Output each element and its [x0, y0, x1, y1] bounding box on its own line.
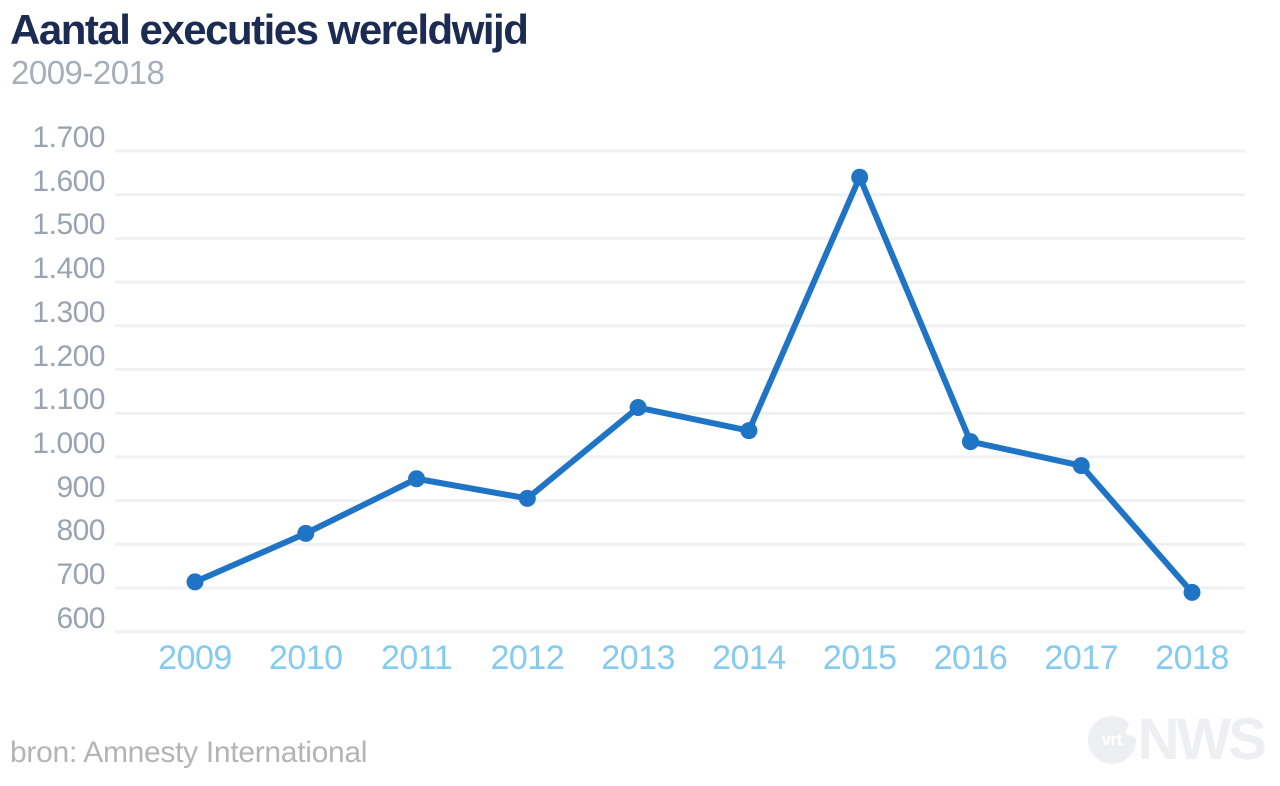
y-axis-tick-label: 1.700 [32, 121, 105, 154]
y-axis-tick-label: 1.500 [32, 208, 105, 242]
y-axis-tick-label: 700 [56, 558, 105, 591]
data-point-2012 [518, 489, 536, 507]
x-axis-tick-label: 2014 [712, 639, 786, 677]
y-axis-tick-label: 1.600 [32, 164, 105, 198]
data-point-2011 [408, 470, 426, 488]
vrt-logo-text: vrt [1101, 730, 1123, 749]
y-axis-tick-label: 1.000 [32, 426, 105, 460]
data-point-2013 [629, 399, 647, 417]
x-axis-tick-label: 2015 [822, 639, 897, 677]
y-axis-tick-label: 1.100 [32, 383, 105, 417]
vrt-nws-logo: vrt NWS [1087, 707, 1267, 772]
x-axis-tick-label: 2010 [268, 639, 343, 677]
y-axis-tick-label: 900 [56, 470, 105, 504]
x-axis-tick-label: 2009 [158, 639, 232, 677]
x-axis-tick-label: 2011 [380, 639, 453, 677]
data-point-2017 [1072, 457, 1090, 475]
y-axis-tick-label: 1.400 [32, 252, 105, 286]
x-axis-tick-label: 2012 [490, 639, 565, 677]
nws-logo-text: NWS [1137, 707, 1267, 772]
data-point-2014 [740, 422, 758, 440]
x-axis-tick-label: 2018 [1155, 639, 1229, 677]
page-subtitle: 2009-2018 [11, 54, 165, 91]
vrt-logo-icon: vrt [1087, 716, 1143, 764]
page-title: Aantal executies wereldwijd [10, 6, 529, 53]
y-axis-tick-label: 800 [56, 514, 105, 548]
y-axis-tick-label: 1.200 [32, 339, 105, 373]
y-axis-tick-label: 600 [56, 601, 105, 635]
data-point-2015 [851, 168, 869, 186]
x-axis-tick-label: 2013 [601, 639, 675, 677]
data-point-2009 [186, 573, 204, 591]
data-point-2010 [297, 524, 315, 542]
data-point-2016 [961, 433, 979, 451]
data-point-2018 [1183, 583, 1201, 601]
x-axis-tick-label: 2016 [933, 639, 1008, 677]
y-axis-tick-label: 1.300 [32, 295, 105, 329]
source-caption: bron: Amnesty International [10, 736, 368, 769]
x-axis-tick-label: 2017 [1044, 639, 1119, 677]
trend-line [192, 174, 1196, 596]
